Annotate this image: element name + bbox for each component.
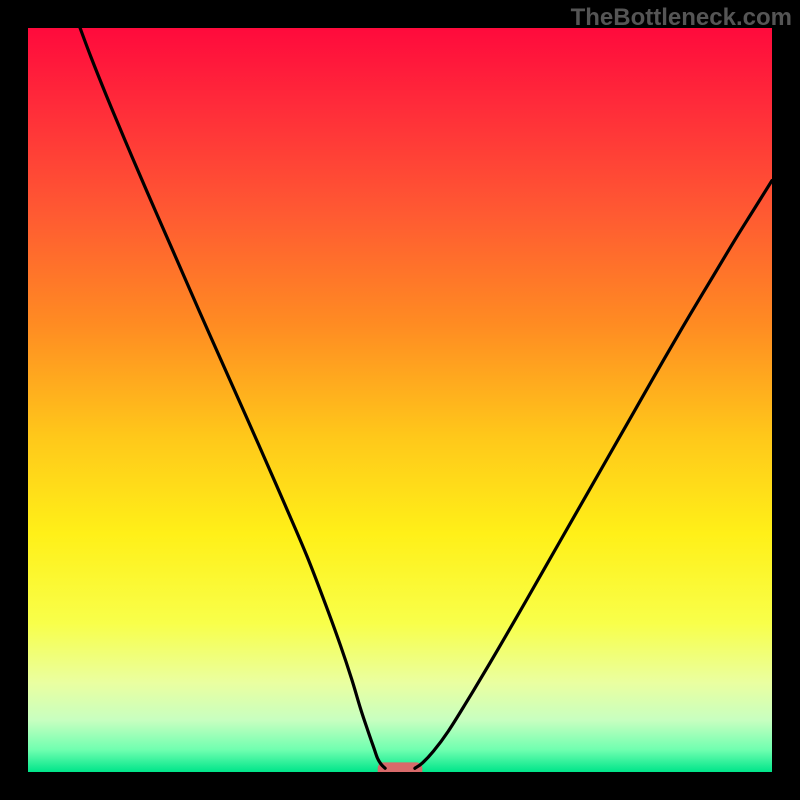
watermark-text: TheBottleneck.com bbox=[571, 4, 792, 32]
plot-background bbox=[28, 28, 772, 772]
chart-container: TheBottleneck.com bbox=[0, 0, 800, 800]
bottleneck-chart bbox=[0, 0, 800, 800]
